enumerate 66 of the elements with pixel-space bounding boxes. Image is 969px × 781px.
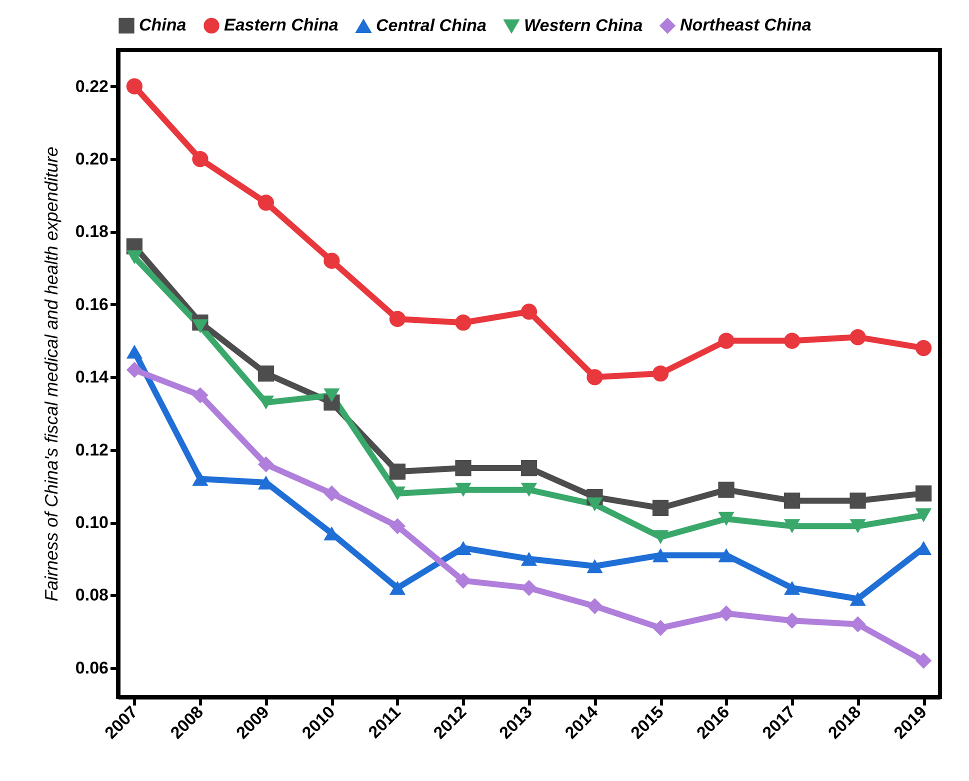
y-tick-label: 0.22 xyxy=(75,76,108,96)
y-tick-label: 0.14 xyxy=(75,368,110,387)
point xyxy=(455,460,472,476)
y-tick-label: 0.10 xyxy=(75,513,108,532)
point xyxy=(784,332,800,349)
point xyxy=(192,151,208,168)
point xyxy=(192,319,208,334)
point xyxy=(324,485,340,502)
point xyxy=(652,620,669,636)
point xyxy=(192,472,208,486)
y-tick-label: 0.18 xyxy=(75,222,108,242)
legend-label: Eastern China xyxy=(224,16,338,35)
point xyxy=(586,369,603,386)
point xyxy=(652,365,669,382)
point xyxy=(389,518,406,534)
point xyxy=(126,78,142,94)
legend-label: Central China xyxy=(376,16,487,36)
point xyxy=(520,552,538,566)
point xyxy=(850,519,866,534)
point xyxy=(389,310,406,328)
legend-label: Northeast China xyxy=(680,16,812,35)
point xyxy=(389,580,406,595)
point xyxy=(718,512,734,526)
y-tick-label: 0.06 xyxy=(75,658,108,678)
point xyxy=(455,482,472,497)
point xyxy=(784,492,800,509)
point xyxy=(916,508,932,522)
point xyxy=(192,387,208,404)
point xyxy=(258,456,274,472)
y-axis-title: Fairness of China's fiscal medical and health expenditure xyxy=(41,146,62,602)
point xyxy=(916,485,932,502)
point xyxy=(652,530,669,544)
point xyxy=(520,460,538,476)
point xyxy=(916,340,932,356)
point xyxy=(586,598,603,614)
point xyxy=(258,365,274,382)
point xyxy=(126,344,142,359)
point xyxy=(718,482,734,498)
y-tick-label: 0.20 xyxy=(75,150,108,169)
point xyxy=(586,497,603,512)
point xyxy=(784,519,800,534)
legend-label: Western China xyxy=(524,16,643,36)
point xyxy=(916,652,932,669)
point xyxy=(850,492,866,509)
point xyxy=(850,329,866,346)
point xyxy=(520,482,538,497)
legend-label: China xyxy=(139,16,186,35)
point xyxy=(389,464,406,480)
point xyxy=(520,304,538,320)
point xyxy=(586,559,603,574)
point xyxy=(718,548,734,562)
y-tick-label: 0.16 xyxy=(75,294,108,314)
point xyxy=(652,548,669,562)
point xyxy=(126,362,142,378)
point xyxy=(389,486,406,500)
y-tick-label: 0.12 xyxy=(75,440,108,460)
point xyxy=(850,592,866,606)
y-tick-label: 0.08 xyxy=(75,586,108,605)
point xyxy=(324,388,340,402)
point xyxy=(126,250,142,264)
point xyxy=(652,500,669,516)
point xyxy=(324,252,340,269)
point xyxy=(258,194,274,211)
point xyxy=(455,314,472,331)
point xyxy=(784,580,800,595)
point xyxy=(718,332,734,349)
